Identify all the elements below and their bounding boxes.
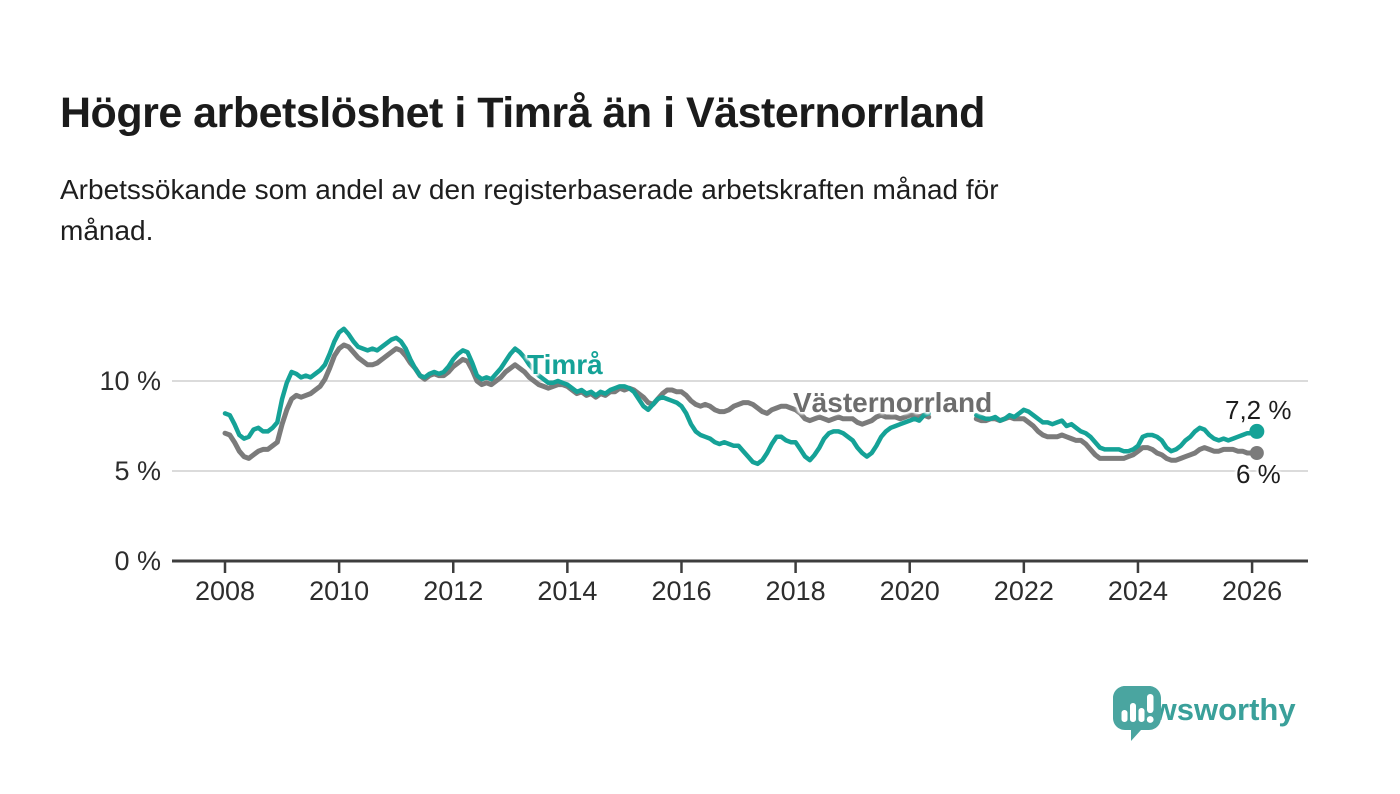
subtitle-line-2: månad. [60, 215, 154, 246]
subtitle-line-1: Arbetssökande som andel av den registerb… [60, 174, 999, 205]
x-tick-label-2008: 2008 [195, 576, 255, 606]
newsworthy-logo-icon [1113, 686, 1161, 741]
end-value-label-timra: 7,2 % [1225, 395, 1292, 425]
series-label-vasternorrland: Västernorrland [793, 387, 993, 418]
x-tick-label-2026: 2026 [1222, 576, 1282, 606]
series-line-timra-seg1 [974, 407, 1260, 454]
x-tick-label-2012: 2012 [423, 576, 483, 606]
chart-subtitle: Arbetssökande som andel av den registerb… [60, 169, 999, 251]
series-label-timra: Timrå [527, 349, 603, 380]
y-tick-label-5pct: 5 % [114, 456, 161, 486]
series-line-vasternorrland-seg1 [973, 414, 1260, 463]
end-value-label-vasternorrland: 6 % [1236, 459, 1281, 489]
x-tick-label-2010: 2010 [309, 576, 369, 606]
x-tick-label-2014: 2014 [537, 576, 597, 606]
series-line-timra-seg0 [222, 326, 931, 467]
x-tick-label-2018: 2018 [766, 576, 826, 606]
x-tick-label-2024: 2024 [1108, 576, 1168, 606]
x-tick-label-2016: 2016 [651, 576, 711, 606]
end-dot-vasternorrland [1249, 446, 1264, 460]
end-dot-timra [1249, 423, 1265, 439]
x-tick-label-2020: 2020 [880, 576, 940, 606]
y-tick-label-10pct: 10 % [99, 366, 161, 396]
page-title: Högre arbetslöshet i Timrå än i Västerno… [60, 88, 985, 137]
x-tick-label-2022: 2022 [994, 576, 1054, 606]
newsworthy-branding: Newsworthy [1113, 686, 1296, 741]
y-tick-label-0pct: 0 % [114, 546, 161, 576]
